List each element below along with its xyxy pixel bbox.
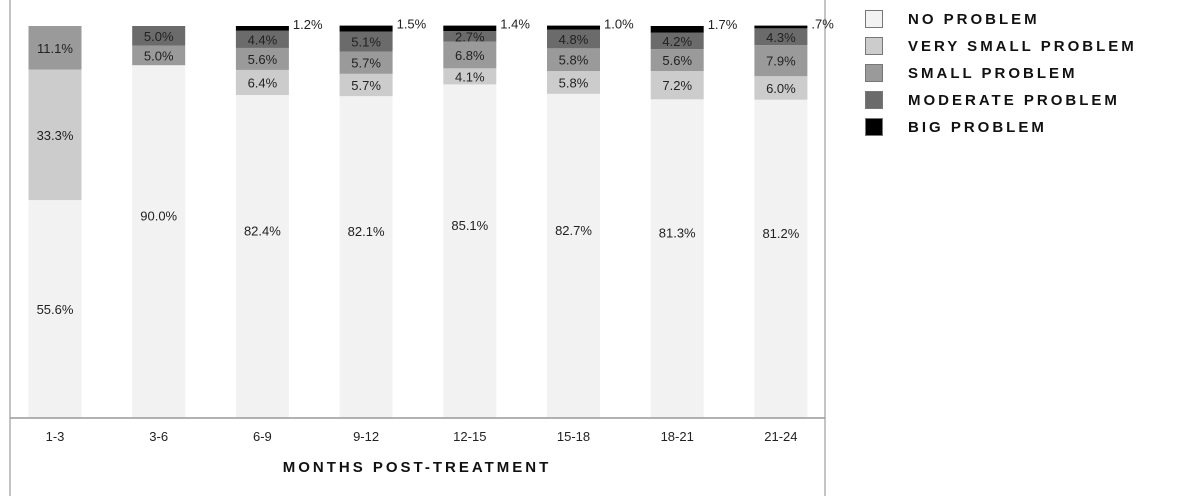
bar-segment bbox=[132, 45, 186, 66]
bar-segment bbox=[547, 48, 600, 72]
bar-segment bbox=[339, 73, 393, 97]
data-label: 4.1% bbox=[455, 69, 485, 84]
x-tick-label: 12-15 bbox=[453, 429, 486, 444]
bar-segment bbox=[443, 41, 497, 69]
data-label: 5.8% bbox=[559, 75, 589, 90]
legend-label: BIG PROBLEM bbox=[908, 119, 1047, 136]
data-label: 1.5% bbox=[397, 17, 427, 32]
data-label: 81.2% bbox=[762, 226, 799, 241]
bar-segment bbox=[650, 99, 704, 418]
data-label: 4.3% bbox=[766, 30, 796, 45]
bar-segment bbox=[754, 25, 808, 29]
data-label: 85.1% bbox=[451, 218, 488, 233]
data-label: 7.2% bbox=[662, 78, 692, 93]
data-label: 82.7% bbox=[555, 223, 592, 238]
data-label: 5.1% bbox=[351, 34, 381, 49]
legend: NO PROBLEM VERY SMALL PROBLEM SMALL PROBLE… bbox=[865, 10, 1137, 136]
data-label: 90.0% bbox=[140, 209, 177, 224]
bar-segment bbox=[650, 49, 704, 72]
legend-label: NO PROBLEM bbox=[908, 11, 1040, 28]
legend-swatch bbox=[865, 64, 883, 82]
bar-segment bbox=[235, 69, 289, 95]
data-label: 1.7% bbox=[708, 17, 738, 32]
legend-swatch bbox=[865, 37, 883, 55]
data-label: .7% bbox=[811, 17, 834, 32]
bar-segment bbox=[650, 32, 704, 50]
legend-label: SMALL PROBLEM bbox=[908, 65, 1078, 82]
data-label: 1.4% bbox=[500, 17, 530, 32]
x-tick-label: 15-18 bbox=[557, 429, 590, 444]
data-label: 6.8% bbox=[455, 48, 485, 63]
legend-label: MODERATE PROBLEM bbox=[908, 92, 1120, 109]
data-label: 4.8% bbox=[559, 32, 589, 47]
data-label: 1.2% bbox=[293, 17, 323, 32]
bars-layer: 55.6% 33.3% 11.1% 90.0% 5.0% 5.0% 82.4% 6.4% 5.6… bbox=[28, 17, 834, 419]
data-label: 2.7% bbox=[455, 29, 485, 44]
bar-segment bbox=[443, 25, 497, 32]
data-label: 81.3% bbox=[659, 226, 696, 241]
x-tick-labels: 1-3 3-6 6-9 9-12 12-15 15-18 18-21 21-24 bbox=[46, 429, 798, 444]
bar-segment bbox=[754, 45, 808, 77]
x-tick-label: 9-12 bbox=[353, 429, 379, 444]
data-label: 5.0% bbox=[144, 48, 174, 63]
data-label: 33.3% bbox=[37, 128, 74, 143]
bar-segment bbox=[132, 65, 186, 418]
data-label: 11.1% bbox=[37, 41, 73, 56]
bar-segment bbox=[443, 84, 497, 419]
bar-segment bbox=[547, 25, 600, 30]
bar-segment bbox=[132, 26, 186, 46]
bar-segment bbox=[547, 71, 600, 94]
data-label: 5.7% bbox=[351, 56, 381, 71]
bar-segment bbox=[650, 71, 704, 100]
x-tick-label: 6-9 bbox=[253, 429, 272, 444]
bar-segment bbox=[547, 29, 600, 49]
legend-swatch bbox=[865, 10, 883, 28]
data-label: 82.1% bbox=[348, 224, 385, 239]
legend-swatch bbox=[865, 118, 883, 136]
bar-segment bbox=[28, 200, 82, 418]
data-label: 5.8% bbox=[559, 53, 589, 68]
x-tick-label: 18-21 bbox=[661, 429, 694, 444]
bar-segment bbox=[443, 68, 497, 85]
data-label: 5.7% bbox=[351, 78, 381, 93]
data-label: 5.6% bbox=[662, 53, 692, 68]
bar-segment bbox=[28, 26, 82, 70]
bar-segment bbox=[547, 93, 600, 418]
bar-segment bbox=[650, 26, 704, 33]
legend-label: VERY SMALL PROBLEM bbox=[908, 38, 1137, 55]
data-label: 4.4% bbox=[248, 32, 278, 47]
bar-segment bbox=[443, 31, 497, 42]
bar-segment bbox=[339, 96, 393, 418]
data-label: 6.4% bbox=[248, 75, 278, 90]
bar-segment bbox=[754, 28, 808, 46]
bar-segment bbox=[339, 25, 393, 32]
bar-segment bbox=[754, 76, 808, 100]
data-label: 1.0% bbox=[604, 17, 634, 32]
bar-segment bbox=[235, 26, 289, 31]
bar-segment bbox=[339, 51, 393, 74]
data-label: 5.6% bbox=[248, 52, 278, 67]
data-label: 4.2% bbox=[662, 34, 692, 49]
bar-segment bbox=[28, 69, 82, 201]
data-label: 7.9% bbox=[766, 54, 796, 69]
data-label: 55.6% bbox=[37, 302, 74, 317]
bar-segment bbox=[235, 30, 289, 48]
x-axis-label: MONTHS POST-TREATMENT bbox=[283, 459, 552, 476]
bar-segment bbox=[754, 99, 808, 419]
data-label: 6.0% bbox=[766, 81, 796, 96]
data-label: 5.0% bbox=[144, 29, 174, 44]
x-tick-label: 1-3 bbox=[46, 429, 65, 444]
bar-segment bbox=[235, 47, 289, 70]
legend-swatch bbox=[865, 91, 883, 109]
bar-segment bbox=[339, 31, 393, 52]
x-tick-label: 21-24 bbox=[764, 429, 797, 444]
x-tick-label: 3-6 bbox=[149, 429, 168, 444]
bar-segment bbox=[235, 94, 289, 418]
data-label: 82.4% bbox=[244, 223, 281, 238]
